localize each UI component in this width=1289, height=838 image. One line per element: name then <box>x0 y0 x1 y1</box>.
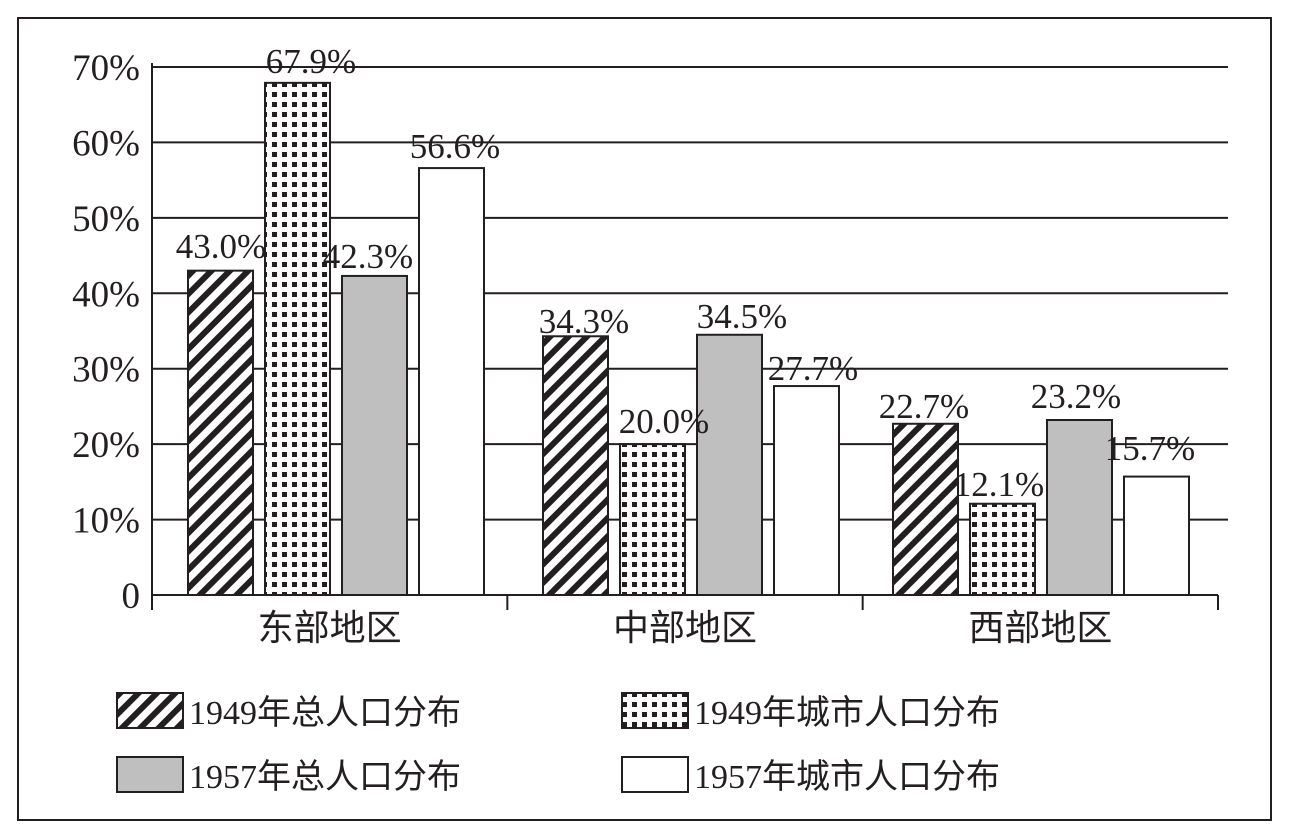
data-label: 43.0% <box>176 227 266 266</box>
legend: 1949年总人口分布 1949年城市人口分布 1957年总人口分布 1957年城市人口… <box>116 692 1000 796</box>
category-label: 西部地区 <box>968 608 1112 648</box>
legend-label: 1949年城市人口分布 <box>694 694 1000 732</box>
bar <box>341 274 408 596</box>
data-label: 67.9% <box>266 42 356 81</box>
bar <box>892 422 959 596</box>
data-label: 22.7% <box>879 387 969 426</box>
data-label: 34.3% <box>539 302 629 341</box>
y-tick-label: 70% <box>72 48 140 89</box>
category-label: 东部地区 <box>258 608 402 648</box>
bar <box>1123 475 1190 597</box>
axes: 0 10% 20% 30% 40% 50% 60% 70% 东部地区 中部地区 西部地区 <box>72 48 1219 648</box>
data-label: 34.5% <box>697 297 787 336</box>
bar <box>773 385 840 597</box>
y-tick-label: 30% <box>72 350 140 391</box>
bar <box>542 335 609 596</box>
legend-swatch <box>116 692 184 729</box>
bar <box>187 269 254 596</box>
data-label: 15.7% <box>1105 429 1195 468</box>
bar <box>969 502 1036 596</box>
bar <box>264 81 331 596</box>
y-tick-label: 40% <box>72 274 140 315</box>
data-label: 12.1% <box>954 465 1044 504</box>
bars <box>187 81 1190 597</box>
y-tick-label: 60% <box>72 123 140 164</box>
bar <box>696 333 763 596</box>
y-tick-label: 50% <box>72 199 140 240</box>
legend-swatch <box>116 756 184 793</box>
legend-label: 1957年城市人口分布 <box>694 758 1000 796</box>
bar <box>418 167 485 596</box>
bar <box>1046 419 1113 596</box>
y-tick-label: 10% <box>72 501 140 542</box>
category-label: 中部地区 <box>613 608 757 648</box>
legend-swatch <box>621 692 689 729</box>
legend-label: 1949年总人口分布 <box>189 694 461 732</box>
y-tick-label: 0 <box>122 576 141 617</box>
data-label: 23.2% <box>1031 377 1121 416</box>
data-label: 56.6% <box>410 127 500 166</box>
data-label: 20.0% <box>619 402 709 441</box>
bar <box>619 443 686 596</box>
legend-swatch <box>621 756 689 793</box>
data-labels: 43.0% 67.9% 42.3% 56.6% 34.3% 20.0% 34.5% 27.7%… <box>176 42 1195 504</box>
legend-label: 1957年总人口分布 <box>189 758 461 796</box>
y-tick-label: 20% <box>72 425 140 466</box>
data-label: 42.3% <box>323 237 413 276</box>
data-label: 27.7% <box>768 349 858 388</box>
